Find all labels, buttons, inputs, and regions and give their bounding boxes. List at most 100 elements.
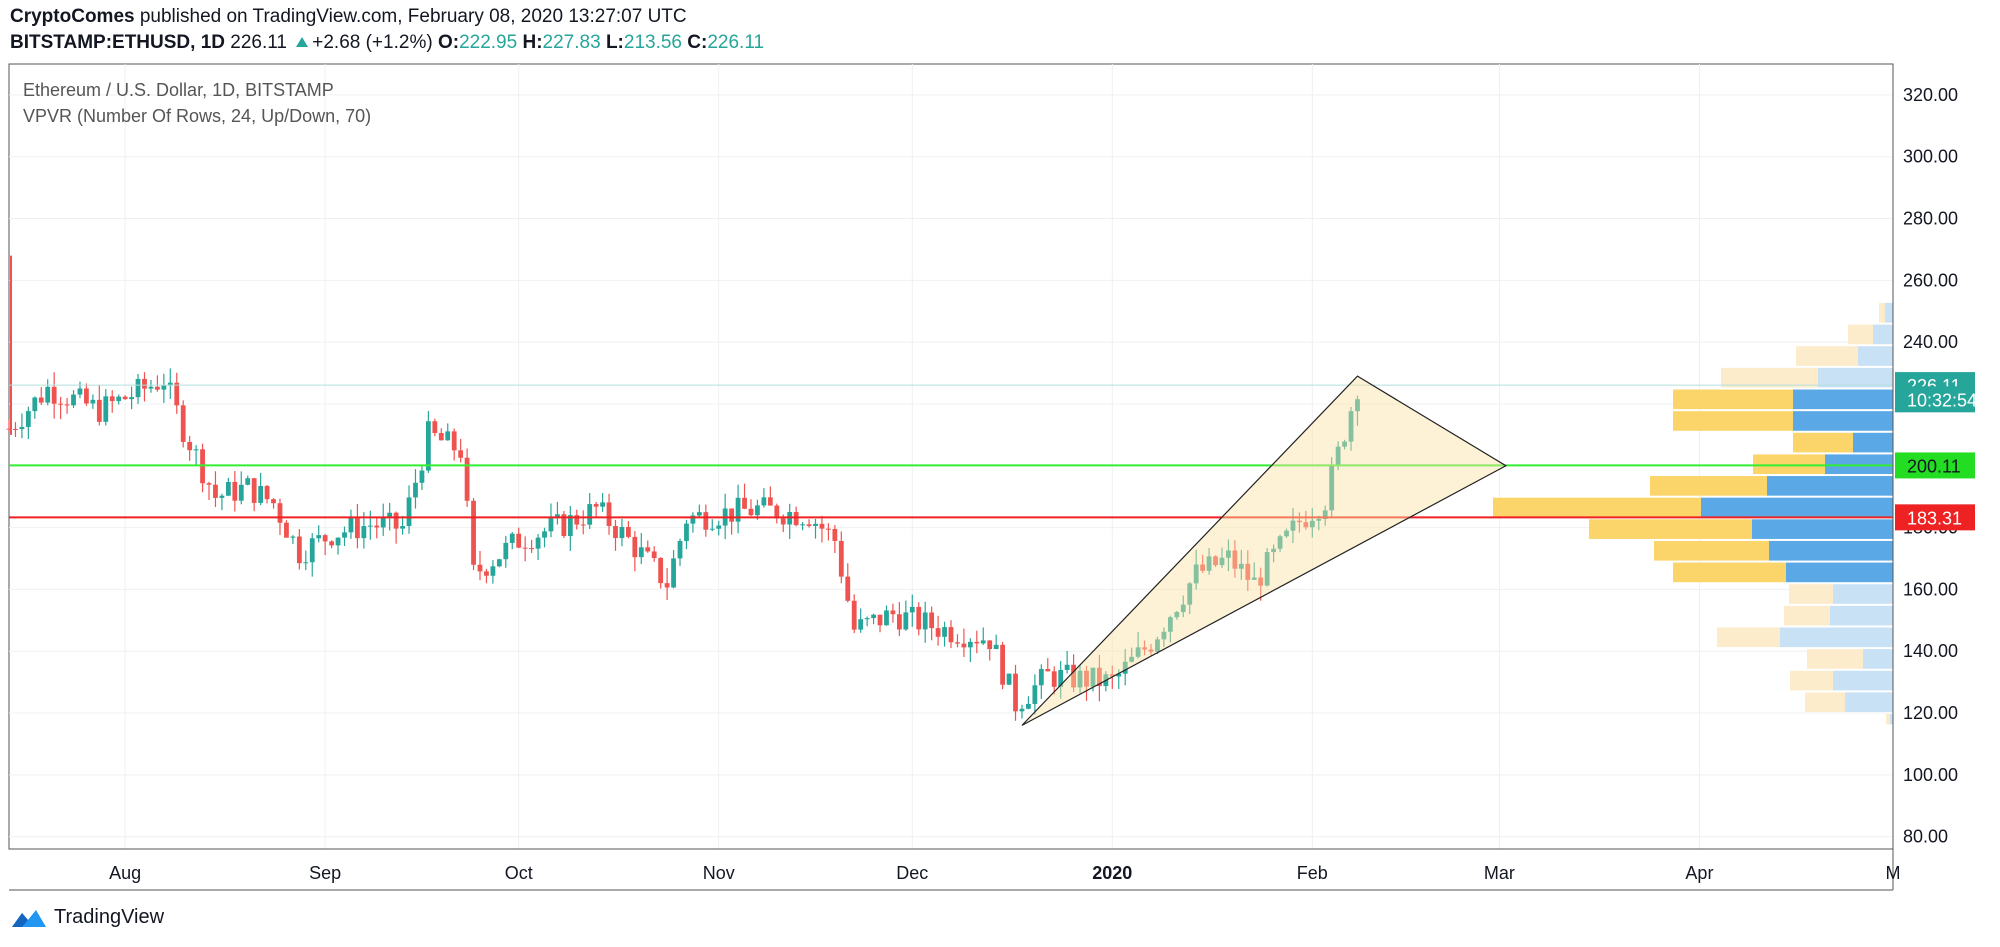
volume-profile	[1493, 302, 1893, 725]
time-axis[interactable]: Aug Sep Oct Nov Dec 2020 Feb Mar Apr M	[109, 863, 1900, 883]
candle-body	[1013, 673, 1018, 712]
candle-body	[845, 576, 851, 601]
up-arrow-icon	[296, 37, 309, 47]
candle-body	[1174, 612, 1180, 618]
candle-body	[1032, 685, 1038, 704]
candle-body	[445, 431, 451, 441]
candle-body	[658, 557, 664, 584]
candles	[6, 255, 1360, 721]
candle-body	[735, 497, 741, 522]
volume-bar-down	[1796, 346, 1858, 366]
candle-body	[25, 411, 31, 428]
candle-body	[632, 536, 638, 558]
candle-body	[806, 524, 812, 526]
candle-body	[684, 523, 689, 541]
tradingview-footer[interactable]: TradingView	[10, 906, 164, 929]
candle-body	[1245, 563, 1251, 580]
candle-body	[1155, 639, 1160, 652]
price-tick-label: 240.00	[1903, 332, 1958, 352]
candle-body	[980, 640, 986, 644]
candle-body	[471, 500, 476, 565]
close-value: 226.11	[707, 32, 765, 53]
candle-body	[71, 394, 76, 406]
candle-body	[464, 457, 470, 501]
volume-bar-down	[1879, 302, 1885, 323]
candle-body	[316, 535, 322, 539]
candle-body	[19, 427, 25, 430]
volume-bar-down	[1493, 497, 1701, 518]
price-tick-label: 140.00	[1903, 641, 1958, 661]
candle-body	[664, 583, 670, 588]
candle-body	[761, 497, 767, 506]
publish-info: CryptoComes published on TradingView.com…	[10, 6, 687, 28]
candle-body	[922, 612, 928, 630]
candle-body	[929, 612, 935, 629]
price-tick-label: 320.00	[1903, 85, 1958, 105]
candle-body	[38, 397, 44, 403]
candle-body	[755, 505, 760, 516]
candle-body	[484, 571, 489, 576]
candle-body	[51, 386, 57, 404]
candle-body	[245, 478, 251, 485]
candle-body	[851, 600, 857, 630]
candle-body	[651, 551, 657, 558]
candle-body	[522, 547, 528, 549]
candle-body	[413, 482, 418, 498]
candle-body	[896, 614, 902, 630]
candle-body	[1142, 647, 1147, 650]
candle-body	[393, 512, 399, 529]
candle-body	[955, 642, 960, 644]
time-tick-label: Feb	[1297, 863, 1328, 883]
candle-body	[219, 495, 225, 498]
price-tick-label: 260.00	[1903, 270, 1958, 290]
volume-bar-up	[1825, 454, 1893, 475]
candle-body	[1322, 510, 1328, 520]
candle-body	[703, 512, 709, 530]
candle-body	[1084, 670, 1089, 687]
candle-body	[555, 514, 560, 519]
time-tick-label: 2020	[1092, 863, 1132, 883]
candle-body	[767, 497, 773, 506]
tradingview-logo-icon	[12, 909, 46, 927]
candle-body	[1167, 617, 1173, 632]
candle-body	[1026, 703, 1031, 709]
candle-body	[858, 619, 864, 630]
candle-body	[1116, 673, 1122, 677]
candle-body	[871, 614, 876, 619]
candle-body	[258, 485, 264, 503]
candle-body	[1090, 667, 1096, 687]
close-label: C:	[687, 32, 708, 53]
volume-bar-down	[1807, 649, 1863, 669]
candle-body	[780, 518, 786, 525]
candle-body	[516, 533, 522, 548]
volume-bar-up	[1769, 540, 1893, 561]
candle-body	[1180, 604, 1186, 613]
candle-body	[535, 537, 541, 549]
legend-indicator[interactable]: VPVR (Number Of Rows, 24, Up/Down, 70)	[23, 106, 371, 126]
candle-body	[1000, 644, 1006, 685]
candle-body	[1290, 520, 1296, 531]
candle-body	[361, 526, 367, 539]
candle-body	[1122, 661, 1128, 674]
candle-body	[529, 548, 535, 550]
candle-body	[148, 386, 154, 389]
legend-title[interactable]: Ethereum / U.S. Dollar, 1D, BITSTAMP	[23, 80, 334, 100]
candle-body	[206, 483, 212, 485]
price-marker-box	[1895, 452, 1975, 479]
candle-body	[1058, 669, 1064, 687]
candle-body	[135, 378, 141, 398]
tradingview-brand: TradingView	[54, 906, 165, 928]
candle-body	[290, 536, 296, 538]
time-tick-label: Mar	[1484, 863, 1515, 883]
price-tick-label: 280.00	[1903, 209, 1958, 229]
candle-body	[1109, 674, 1115, 677]
candle-body	[709, 528, 715, 530]
author-name[interactable]: CryptoComes	[10, 6, 135, 27]
volume-bar-down	[1805, 692, 1845, 713]
candle-body	[967, 641, 973, 648]
candle-body	[1161, 631, 1167, 640]
candle-body	[458, 450, 464, 458]
candle-body	[542, 531, 547, 538]
candle-body	[1006, 673, 1012, 685]
